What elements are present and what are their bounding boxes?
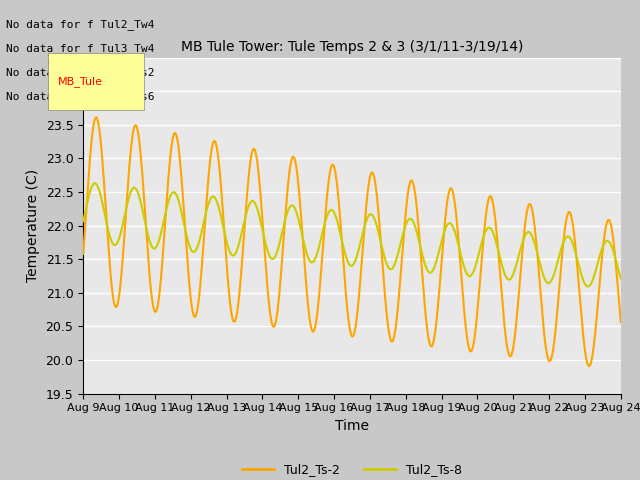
Text: No data for f Tul3_Ts6: No data for f Tul3_Ts6 xyxy=(6,91,155,102)
Legend: Tul2_Ts-2, Tul2_Ts-8: Tul2_Ts-2, Tul2_Ts-8 xyxy=(237,458,467,480)
Text: No data for f Tul3_Ts2: No data for f Tul3_Ts2 xyxy=(6,67,155,78)
Title: MB Tule Tower: Tule Temps 2 & 3 (3/1/11-3/19/14): MB Tule Tower: Tule Temps 2 & 3 (3/1/11-… xyxy=(181,40,523,54)
Text: MB_Tule: MB_Tule xyxy=(58,76,102,87)
X-axis label: Time: Time xyxy=(335,419,369,433)
Text: No data for f Tul3_Tw4: No data for f Tul3_Tw4 xyxy=(6,43,155,54)
Text: No data for f Tul2_Tw4: No data for f Tul2_Tw4 xyxy=(6,19,155,30)
Y-axis label: Temperature (C): Temperature (C) xyxy=(26,169,40,282)
